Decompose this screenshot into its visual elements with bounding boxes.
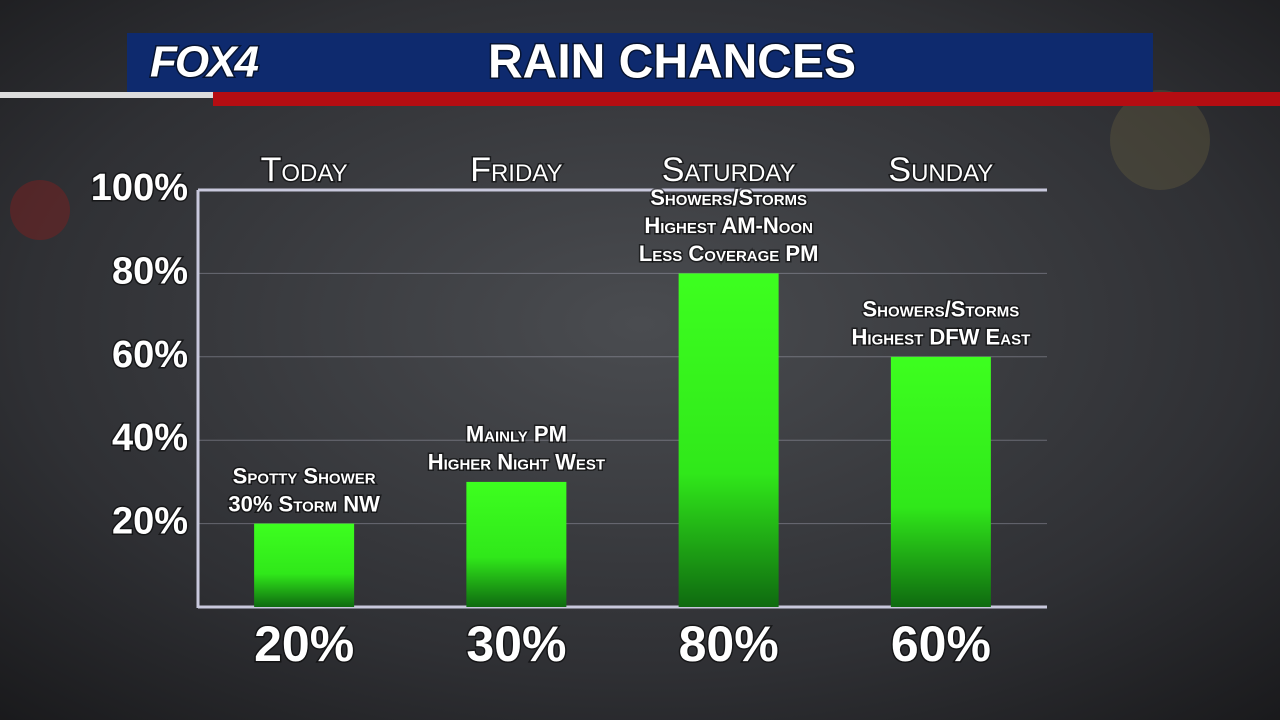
annotation: Highest DFW East (852, 325, 1031, 350)
chart-title: RAIN CHANCES (488, 36, 856, 89)
y-tick-label: 60% (112, 334, 188, 376)
bar (254, 523, 355, 607)
category-label: Friday (470, 151, 562, 189)
header-stripe (213, 92, 1280, 106)
annotation: Less Coverage PM (639, 241, 819, 266)
annotation: Showers/Storms (862, 297, 1019, 322)
bar (678, 273, 779, 607)
category-label: Today (261, 151, 348, 189)
annotation: 30% Storm NW (228, 491, 380, 516)
y-tick-label: 100% (91, 167, 188, 209)
annotation: Spotty Shower (233, 463, 376, 488)
bokeh (10, 180, 70, 240)
logo: FOX4 (150, 38, 258, 87)
value-label: 30% (466, 616, 566, 672)
annotation: Mainly PM (466, 422, 567, 447)
annotation: Higher Night West (428, 450, 605, 475)
category-label: Sunday (888, 151, 993, 189)
y-tick-label: 40% (112, 417, 188, 459)
value-label: 80% (679, 616, 779, 672)
bar (466, 481, 567, 607)
header-line (0, 92, 213, 98)
value-label: 20% (254, 616, 354, 672)
category-label: Saturday (662, 151, 796, 189)
header-bar (127, 33, 1153, 93)
bokeh (1110, 90, 1210, 190)
y-tick-label: 20% (112, 501, 188, 543)
annotation: Highest AM-Noon (644, 213, 813, 238)
bar (890, 356, 991, 607)
y-tick-label: 80% (112, 250, 188, 292)
value-label: 60% (891, 616, 991, 672)
annotation: Showers/Storms (650, 185, 807, 210)
